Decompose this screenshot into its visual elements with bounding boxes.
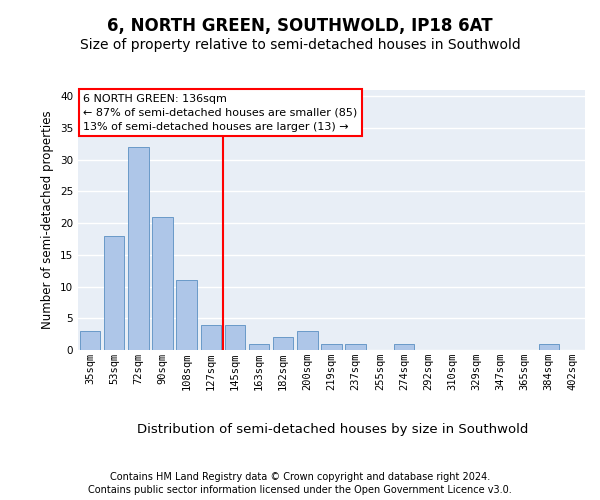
- Bar: [297, 331, 317, 350]
- Bar: [539, 344, 559, 350]
- Text: 6 NORTH GREEN: 136sqm
← 87% of semi-detached houses are smaller (85)
13% of semi: 6 NORTH GREEN: 136sqm ← 87% of semi-deta…: [83, 94, 358, 132]
- Bar: [394, 344, 414, 350]
- Text: Contains HM Land Registry data © Crown copyright and database right 2024.: Contains HM Land Registry data © Crown c…: [110, 472, 490, 482]
- Bar: [273, 338, 293, 350]
- Bar: [249, 344, 269, 350]
- Bar: [80, 331, 100, 350]
- Bar: [128, 147, 149, 350]
- Text: Distribution of semi-detached houses by size in Southwold: Distribution of semi-detached houses by …: [137, 422, 529, 436]
- Bar: [200, 324, 221, 350]
- Bar: [346, 344, 366, 350]
- Bar: [224, 324, 245, 350]
- Text: Contains public sector information licensed under the Open Government Licence v3: Contains public sector information licen…: [88, 485, 512, 495]
- Bar: [321, 344, 342, 350]
- Bar: [152, 217, 173, 350]
- Text: 6, NORTH GREEN, SOUTHWOLD, IP18 6AT: 6, NORTH GREEN, SOUTHWOLD, IP18 6AT: [107, 18, 493, 36]
- Y-axis label: Number of semi-detached properties: Number of semi-detached properties: [41, 110, 55, 330]
- Text: Size of property relative to semi-detached houses in Southwold: Size of property relative to semi-detach…: [80, 38, 520, 52]
- Bar: [104, 236, 124, 350]
- Bar: [176, 280, 197, 350]
